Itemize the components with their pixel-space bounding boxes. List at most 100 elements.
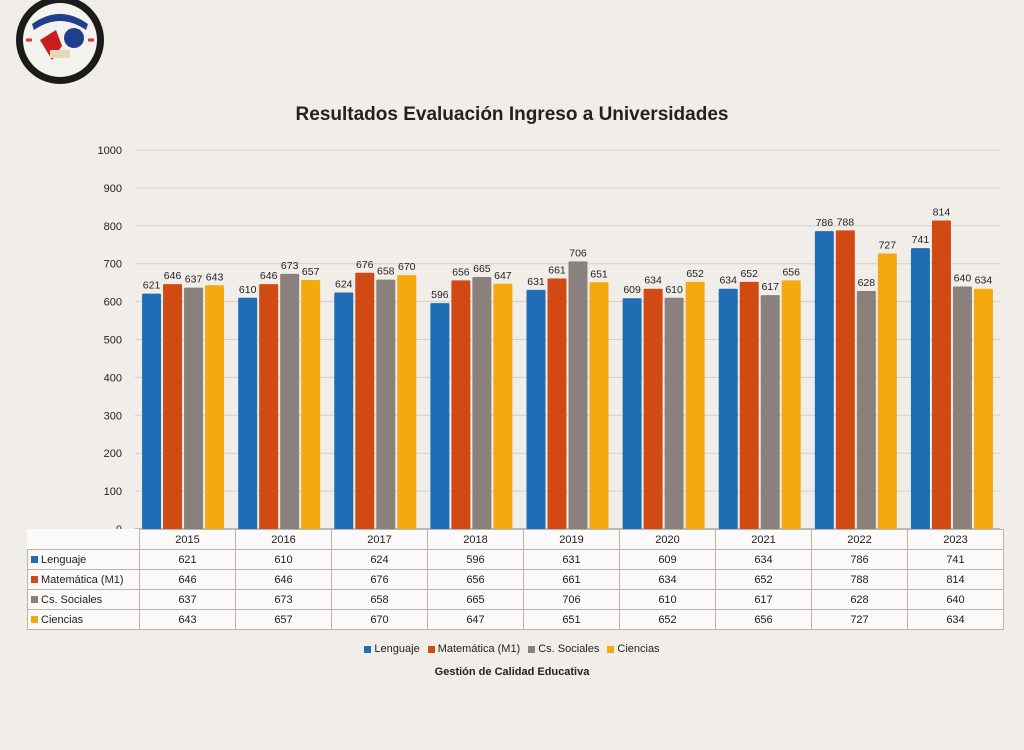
table-row: Cs. Sociales 637 673 658 665 706 610 617 628 640: [27, 589, 1004, 610]
bar: [472, 276, 492, 529]
table-cell: 652: [619, 609, 716, 630]
data-label: 634: [975, 275, 993, 287]
bar: [397, 275, 417, 529]
bar: [301, 279, 321, 529]
table-row-header: Cs. Sociales: [27, 589, 140, 610]
data-label: 617: [761, 281, 779, 293]
data-label: 727: [879, 239, 897, 251]
bar: [355, 272, 375, 529]
bar: [739, 281, 759, 529]
series-swatch: [31, 576, 38, 584]
table-cell: 727: [811, 609, 908, 630]
table-cell: 624: [331, 549, 428, 570]
table-col-header: 2017: [331, 529, 428, 550]
table-cell: 646: [235, 569, 332, 590]
table-cell: 741: [907, 549, 1004, 570]
data-label: 624: [335, 279, 353, 291]
table-col-header: 2018: [427, 529, 524, 550]
table-cell: 656: [715, 609, 812, 630]
data-label: 610: [665, 284, 683, 296]
bar: [910, 248, 930, 529]
data-label: 658: [377, 266, 395, 278]
bar: [952, 286, 972, 529]
table-col-header: 2015: [139, 529, 236, 550]
bar: [259, 284, 279, 529]
bar: [451, 280, 471, 529]
table-cell: 646: [139, 569, 236, 590]
y-tick-label: 600: [104, 297, 122, 309]
bar: [280, 273, 300, 529]
data-label: 609: [623, 284, 641, 296]
bar: [163, 284, 183, 529]
bar: [685, 281, 705, 529]
table-cell: 814: [907, 569, 1004, 590]
bar: [493, 283, 513, 529]
legend-swatch: [364, 645, 372, 653]
legend-label: Matemática (M1): [437, 643, 521, 655]
series-swatch: [31, 556, 38, 564]
table-row-header: Ciencias: [27, 609, 140, 630]
table-cell: 634: [715, 549, 812, 570]
table-cell: 634: [907, 609, 1004, 630]
bar: [184, 287, 204, 529]
bar: [568, 261, 588, 529]
legend-item: Cs. Sociales: [528, 643, 599, 655]
table-cell: 647: [427, 609, 524, 630]
table-col-header: 2019: [523, 529, 620, 550]
data-label: 652: [740, 268, 758, 280]
data-label: 673: [281, 260, 299, 272]
legend-swatch: [427, 645, 435, 653]
bar: [781, 280, 801, 529]
table-cell: 634: [619, 569, 716, 590]
table-cell: 596: [427, 549, 524, 570]
table-header-row: 2015 2016 2017 2018 2019 2020 2021 2022 2023: [27, 529, 1004, 550]
footer-text: Gestión de Calidad Educativa: [434, 666, 590, 678]
table-cell: 786: [811, 549, 908, 570]
bar: [814, 231, 834, 529]
data-label: 646: [260, 270, 278, 282]
data-label: 646: [164, 270, 182, 282]
bar: [643, 288, 663, 529]
data-label: 634: [719, 275, 737, 287]
series-name: Lenguaje: [41, 553, 87, 566]
table-row: Matemática (M1) 646 646 676 656 661 634 652 788 8…: [27, 569, 1004, 590]
chart-legend: Lenguaje Matemática (M1) Cs. Sociales Cienc…: [0, 643, 1024, 655]
y-tick-label: 700: [104, 259, 122, 271]
chart-title: Resultados Evaluación Ingreso a Universi…: [295, 104, 729, 125]
data-label: 661: [548, 264, 566, 276]
legend-label: Cs. Sociales: [538, 643, 600, 655]
table-cell: 706: [523, 589, 620, 610]
bar: [718, 288, 738, 529]
y-tick-label: 1000: [98, 145, 122, 157]
data-label: 786: [816, 217, 834, 229]
table-cell: 651: [523, 609, 620, 630]
data-label: 665: [473, 263, 491, 275]
bar: [931, 220, 951, 529]
table-cell: 658: [331, 589, 428, 610]
series-name: Matemática (M1): [41, 573, 124, 586]
table-col-header: 2020: [619, 529, 716, 550]
bar: [526, 289, 546, 529]
table-cell: 661: [523, 569, 620, 590]
table-row: Ciencias 643 657 670 647 651 652 656 727 634: [27, 609, 1004, 630]
table-cell: 610: [235, 549, 332, 570]
data-label: 640: [954, 272, 972, 284]
y-tick-label: 900: [104, 183, 122, 195]
data-label: 652: [686, 268, 704, 280]
bar: [376, 279, 396, 529]
bar: [877, 253, 897, 530]
bar: [835, 230, 855, 529]
table-col-header: 2021: [715, 529, 812, 550]
table-cell: 640: [907, 589, 1004, 610]
legend-label: Lenguaje: [374, 643, 420, 655]
y-tick-label: 800: [104, 221, 122, 233]
legend-swatch: [607, 645, 615, 653]
data-label: 628: [858, 277, 876, 289]
table-cell: 652: [715, 569, 812, 590]
data-label: 656: [782, 266, 800, 278]
table-cell: 631: [523, 549, 620, 570]
table-col-header: 2016: [235, 529, 332, 550]
y-tick-label: 200: [104, 448, 122, 460]
bar: [430, 303, 450, 529]
series-swatch: [31, 596, 38, 604]
